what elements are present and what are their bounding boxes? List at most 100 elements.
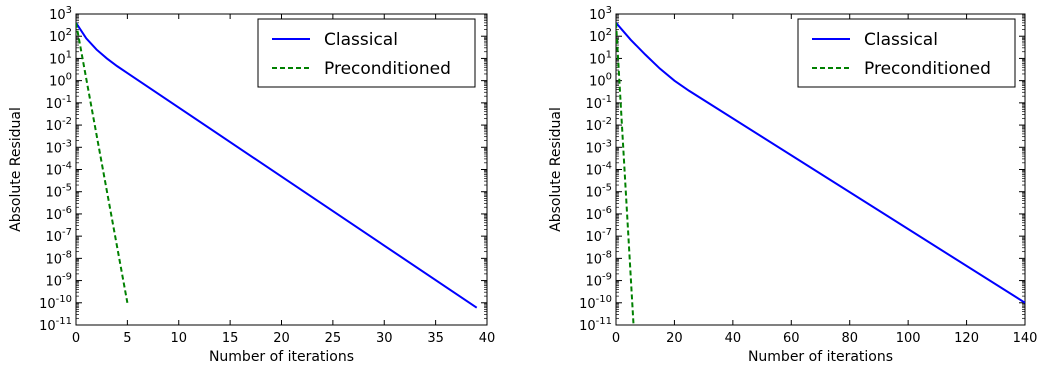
y-tick-base: 10 <box>585 97 602 112</box>
y-tick-exponent: -3 <box>602 138 612 149</box>
y-tick-base: 10 <box>589 75 606 90</box>
y-tick-exponent: -6 <box>602 205 612 216</box>
y-tick-exponent: -7 <box>62 227 72 238</box>
y-tick-label: 10-3 <box>45 138 72 156</box>
x-tick-label: 20 <box>273 331 290 346</box>
legend-box <box>257 18 476 88</box>
y-tick-exponent: 0 <box>66 72 72 83</box>
y-tick-label: 102 <box>589 27 612 45</box>
y-tick-base: 10 <box>589 52 606 67</box>
y-tick-base: 10 <box>589 8 606 23</box>
y-tick-exponent: -9 <box>602 272 612 283</box>
y-tick-label: 10-1 <box>45 94 72 112</box>
y-tick-base: 10 <box>39 297 56 312</box>
legend-label-classical: Classical <box>864 30 938 50</box>
y-tick-base: 10 <box>45 252 62 267</box>
y-tick-label: 10-4 <box>585 161 612 179</box>
series-line-classical <box>76 22 478 309</box>
y-tick-base: 10 <box>39 319 56 334</box>
x-tick-label: 20 <box>666 331 683 346</box>
y-tick-label: 10-3 <box>585 138 612 156</box>
y-tick-exponent: -8 <box>602 249 612 260</box>
chart-1: 0 5 10 15 20 25 30 35 4010-1110-1010-910-810-710… <box>8 5 495 365</box>
y-tick-exponent: -8 <box>62 249 72 260</box>
y-tick-base: 10 <box>585 208 602 223</box>
y-tick-base: 10 <box>49 8 66 23</box>
x-tick-label: 40 <box>479 331 496 346</box>
x-tick-label: 0 <box>612 331 620 346</box>
y-tick-label: 10-10 <box>39 294 72 312</box>
y-tick-base: 10 <box>585 230 602 245</box>
y-tick-base: 10 <box>49 75 66 90</box>
y-tick-exponent: 1 <box>66 49 72 60</box>
y-tick-exponent: -1 <box>602 94 612 105</box>
y-tick-base: 10 <box>45 230 62 245</box>
x-tick-label: 100 <box>896 331 921 346</box>
y-tick-label: 10-6 <box>585 205 612 223</box>
y-tick-label: 10-11 <box>39 316 72 334</box>
y-tick-exponent: -7 <box>602 227 612 238</box>
y-tick-base: 10 <box>45 275 62 290</box>
series-line-preconditioned <box>76 22 129 303</box>
y-tick-label: 100 <box>49 72 72 90</box>
x-tick-label: 140 <box>1013 331 1038 346</box>
y-tick-exponent: -6 <box>62 205 72 216</box>
y-axis-label: Absolute Residual <box>8 107 24 232</box>
y-tick-label: 10-5 <box>45 183 72 201</box>
y-tick-label: 103 <box>49 5 72 23</box>
y-tick-exponent: -11 <box>596 316 612 327</box>
y-tick-exponent: -2 <box>602 116 612 127</box>
chart-2: 0 20 40 60 80 100 120 14010-1110-1010-910-810-7… <box>548 5 1037 365</box>
y-tick-base: 10 <box>585 252 602 267</box>
y-tick-base: 10 <box>45 208 62 223</box>
y-tick-label: 10-11 <box>579 316 612 334</box>
y-tick-base: 10 <box>45 97 62 112</box>
x-tick-label: 5 <box>123 331 131 346</box>
y-tick-label: 102 <box>49 27 72 45</box>
y-tick-base: 10 <box>45 164 62 179</box>
y-tick-base: 10 <box>585 186 602 201</box>
y-tick-exponent: -10 <box>596 294 612 305</box>
y-tick-exponent: -1 <box>62 94 72 105</box>
x-tick-label: 15 <box>222 331 239 346</box>
legend: Classical Preconditioned <box>257 18 476 88</box>
y-tick-label: 101 <box>589 49 612 67</box>
y-tick-label: 10-2 <box>45 116 72 134</box>
y-tick-base: 10 <box>49 52 66 67</box>
x-tick-label: 35 <box>427 331 444 346</box>
y-tick-base: 10 <box>49 30 66 45</box>
y-tick-label: 101 <box>49 49 72 67</box>
y-tick-label: 10-1 <box>585 94 612 112</box>
y-tick-base: 10 <box>585 119 602 134</box>
x-tick-label: 80 <box>841 331 858 346</box>
y-tick-exponent: 2 <box>66 27 72 38</box>
y-tick-exponent: 3 <box>606 5 612 16</box>
y-tick-label: 10-6 <box>45 205 72 223</box>
legend-label-preconditioned: Preconditioned <box>324 59 451 79</box>
y-tick-exponent: -4 <box>62 161 72 172</box>
legend-label-preconditioned: Preconditioned <box>864 59 991 79</box>
y-tick-base: 10 <box>45 141 62 156</box>
y-tick-base: 10 <box>579 319 596 334</box>
y-tick-base: 10 <box>45 186 62 201</box>
y-tick-exponent: 1 <box>606 49 612 60</box>
y-tick-base: 10 <box>579 297 596 312</box>
y-tick-base: 10 <box>585 141 602 156</box>
y-tick-label: 10-10 <box>579 294 612 312</box>
y-tick-base: 10 <box>585 164 602 179</box>
y-tick-exponent: -2 <box>62 116 72 127</box>
y-tick-label: 10-8 <box>585 249 612 267</box>
y-tick-label: 103 <box>589 5 612 23</box>
x-tick-label: 40 <box>725 331 742 346</box>
series-line-preconditioned <box>616 22 635 325</box>
y-axis-label: Absolute Residual <box>548 107 564 232</box>
y-tick-label: 10-4 <box>45 161 72 179</box>
y-tick-label: 10-9 <box>585 272 612 290</box>
legend: Classical Preconditioned <box>797 18 1016 88</box>
y-tick-exponent: -4 <box>602 161 612 172</box>
y-tick-exponent: 3 <box>66 5 72 16</box>
y-tick-label: 10-7 <box>45 227 72 245</box>
y-tick-exponent: -3 <box>62 138 72 149</box>
